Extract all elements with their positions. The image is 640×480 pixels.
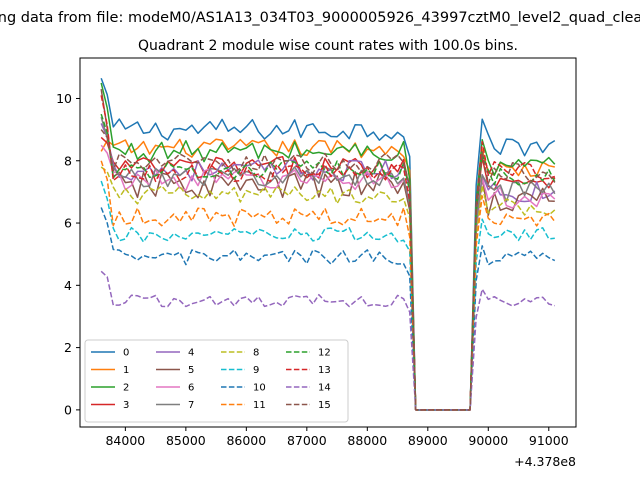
- legend-label-2: 2: [123, 383, 129, 394]
- axes-frame: [79, 57, 577, 428]
- y-tick-label: 8: [64, 153, 72, 168]
- x-tick-label: 91000: [529, 433, 569, 448]
- x-tick-label: 87000: [287, 433, 327, 448]
- x-tick-label: 84000: [105, 433, 145, 448]
- legend-label-4: 4: [188, 348, 194, 359]
- legend-label-12: 12: [318, 348, 331, 359]
- legend-box: [84, 339, 349, 423]
- legend-label-0: 0: [123, 348, 129, 359]
- chart-title: Quadrant 2 module wise count rates with …: [138, 38, 518, 54]
- y-tick-label: 10: [56, 91, 72, 106]
- legend-label-3: 3: [123, 400, 129, 411]
- series-line-15: [100, 129, 556, 411]
- series-layer: [100, 77, 556, 411]
- series-line-0: [100, 77, 556, 411]
- legend-label-6: 6: [188, 383, 194, 394]
- y-tick-label: 6: [64, 216, 72, 231]
- legend-label-5: 5: [188, 365, 194, 376]
- x-offset-label: +4.378e8: [514, 454, 576, 469]
- y-tick-label: 4: [64, 278, 72, 293]
- x-tick-label: 90000: [468, 433, 508, 448]
- series-line-7: [100, 116, 556, 411]
- legend-label-15: 15: [318, 400, 331, 411]
- y-axis: 0 2 4 6 8 10: [56, 91, 80, 417]
- legend-label-1: 1: [123, 365, 129, 376]
- legend-label-9: 9: [253, 365, 259, 376]
- x-tick-label: 85000: [166, 433, 206, 448]
- x-axis: 84000 85000 86000 87000 88000 89000 90000 91000: [105, 427, 569, 448]
- y-tick-label: 0: [64, 402, 72, 417]
- series-line-14: [100, 270, 556, 411]
- legend-label-13: 13: [318, 365, 331, 376]
- plot-area: 84000 85000 86000 87000 88000 89000 90000 91000…: [56, 57, 577, 469]
- legend-label-10: 10: [253, 383, 266, 394]
- x-tick-label: 86000: [226, 433, 266, 448]
- legend-label-8: 8: [253, 348, 259, 359]
- x-tick-label: 89000: [408, 433, 448, 448]
- legend-label-14: 14: [318, 383, 331, 394]
- x-tick-label: 88000: [347, 433, 387, 448]
- figure-suptitle: Plotting data from file: modeM0/AS1A13_0…: [0, 10, 640, 26]
- y-tick-label: 2: [64, 340, 72, 355]
- legend-label-7: 7: [188, 400, 194, 411]
- series-line-10: [100, 207, 556, 411]
- series-line-8: [100, 166, 556, 411]
- series-line-11: [100, 160, 556, 411]
- series-line-9: [100, 180, 555, 411]
- legend-label-11: 11: [253, 400, 266, 411]
